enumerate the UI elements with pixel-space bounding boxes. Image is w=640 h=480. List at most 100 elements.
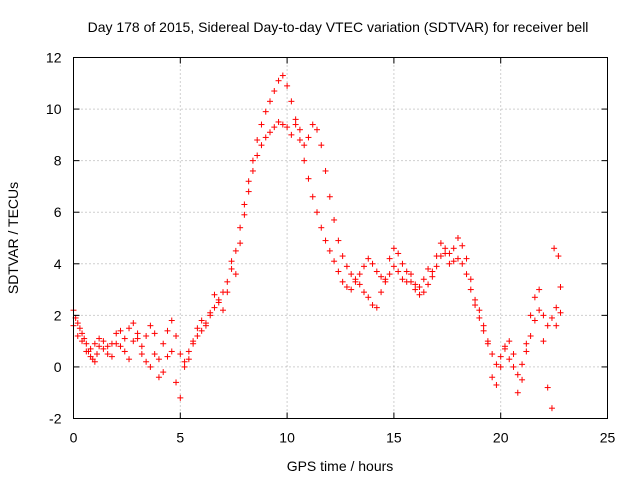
data-point bbox=[339, 253, 346, 260]
data-point bbox=[318, 142, 325, 149]
data-point bbox=[147, 322, 154, 329]
data-point bbox=[288, 131, 295, 138]
data-point bbox=[245, 188, 252, 195]
data-point bbox=[356, 281, 363, 288]
data-point bbox=[407, 271, 414, 278]
data-point bbox=[531, 317, 538, 324]
data-point bbox=[412, 286, 419, 293]
data-point bbox=[117, 343, 124, 350]
data-point bbox=[224, 289, 231, 296]
data-point bbox=[164, 353, 171, 360]
data-point bbox=[523, 348, 530, 355]
data-point bbox=[557, 283, 564, 290]
data-point bbox=[173, 379, 180, 386]
y-tick-label: 6 bbox=[54, 204, 62, 220]
data-point bbox=[365, 294, 372, 301]
x-tick-label: 20 bbox=[493, 430, 509, 446]
data-point bbox=[386, 271, 393, 278]
data-point bbox=[467, 276, 474, 283]
data-point bbox=[442, 250, 449, 257]
data-point bbox=[442, 245, 449, 252]
data-point bbox=[296, 137, 303, 144]
x-axis-label: GPS time / hours bbox=[287, 458, 394, 474]
data-point bbox=[249, 157, 256, 164]
data-point bbox=[472, 302, 479, 309]
data-points bbox=[70, 72, 564, 412]
data-point bbox=[262, 108, 269, 115]
data-point bbox=[386, 255, 393, 262]
data-point bbox=[548, 405, 555, 412]
data-point bbox=[91, 340, 98, 347]
data-point bbox=[314, 126, 321, 133]
data-point bbox=[407, 278, 414, 285]
data-point bbox=[476, 307, 483, 314]
y-axis-label: SDTVAR / TECUs bbox=[5, 182, 21, 294]
data-point bbox=[356, 271, 363, 278]
data-point bbox=[510, 363, 517, 370]
data-point bbox=[83, 348, 90, 355]
y-tick-label: -2 bbox=[49, 411, 62, 427]
data-point bbox=[155, 356, 162, 363]
data-point bbox=[108, 353, 115, 360]
data-point bbox=[305, 134, 312, 141]
data-point bbox=[143, 358, 150, 365]
x-tick-label: 25 bbox=[600, 430, 616, 446]
data-point bbox=[249, 167, 256, 174]
data-point bbox=[489, 374, 496, 381]
data-point bbox=[168, 317, 175, 324]
data-point bbox=[232, 271, 239, 278]
y-tick-label: 12 bbox=[46, 50, 62, 66]
data-point bbox=[237, 240, 244, 247]
data-point bbox=[151, 330, 158, 337]
data-point bbox=[83, 340, 90, 347]
data-point bbox=[403, 268, 410, 275]
data-point bbox=[506, 356, 513, 363]
data-point bbox=[134, 335, 141, 342]
data-point bbox=[113, 330, 120, 337]
y-tick-label: 0 bbox=[54, 359, 62, 375]
data-point bbox=[258, 142, 265, 149]
data-point bbox=[108, 340, 115, 347]
data-point bbox=[326, 193, 333, 200]
data-point bbox=[360, 289, 367, 296]
data-point bbox=[160, 340, 167, 347]
x-tick-label: 15 bbox=[386, 430, 402, 446]
chart-title: Day 178 of 2015, Sidereal Day-to-day VTE… bbox=[88, 19, 589, 35]
data-point bbox=[96, 343, 103, 350]
data-point bbox=[79, 338, 86, 345]
data-point bbox=[378, 273, 385, 280]
data-point bbox=[254, 137, 261, 144]
data-point bbox=[160, 369, 167, 376]
data-point bbox=[100, 345, 107, 352]
x-tick-label: 10 bbox=[279, 430, 295, 446]
data-point bbox=[241, 201, 248, 208]
data-point bbox=[207, 309, 214, 316]
data-point bbox=[506, 338, 513, 345]
data-point bbox=[267, 129, 274, 136]
plot-frame bbox=[73, 57, 608, 419]
data-point bbox=[258, 121, 265, 128]
data-point bbox=[373, 268, 380, 275]
data-point bbox=[551, 245, 558, 252]
data-point bbox=[544, 384, 551, 391]
data-point bbox=[79, 330, 86, 337]
data-point bbox=[185, 348, 192, 355]
data-point bbox=[459, 242, 466, 249]
x-tick-label: 0 bbox=[70, 430, 78, 446]
data-point bbox=[343, 283, 350, 290]
data-point bbox=[143, 332, 150, 339]
data-point bbox=[198, 327, 205, 334]
data-point bbox=[544, 322, 551, 329]
data-point bbox=[185, 356, 192, 363]
data-point bbox=[190, 340, 197, 347]
data-point bbox=[531, 294, 538, 301]
data-point bbox=[527, 332, 534, 339]
data-point bbox=[369, 260, 376, 267]
data-point bbox=[271, 88, 278, 95]
data-point bbox=[194, 325, 201, 332]
data-point bbox=[467, 286, 474, 293]
data-point bbox=[168, 348, 175, 355]
data-point bbox=[454, 255, 461, 262]
data-point bbox=[416, 291, 423, 298]
data-point bbox=[352, 276, 359, 283]
